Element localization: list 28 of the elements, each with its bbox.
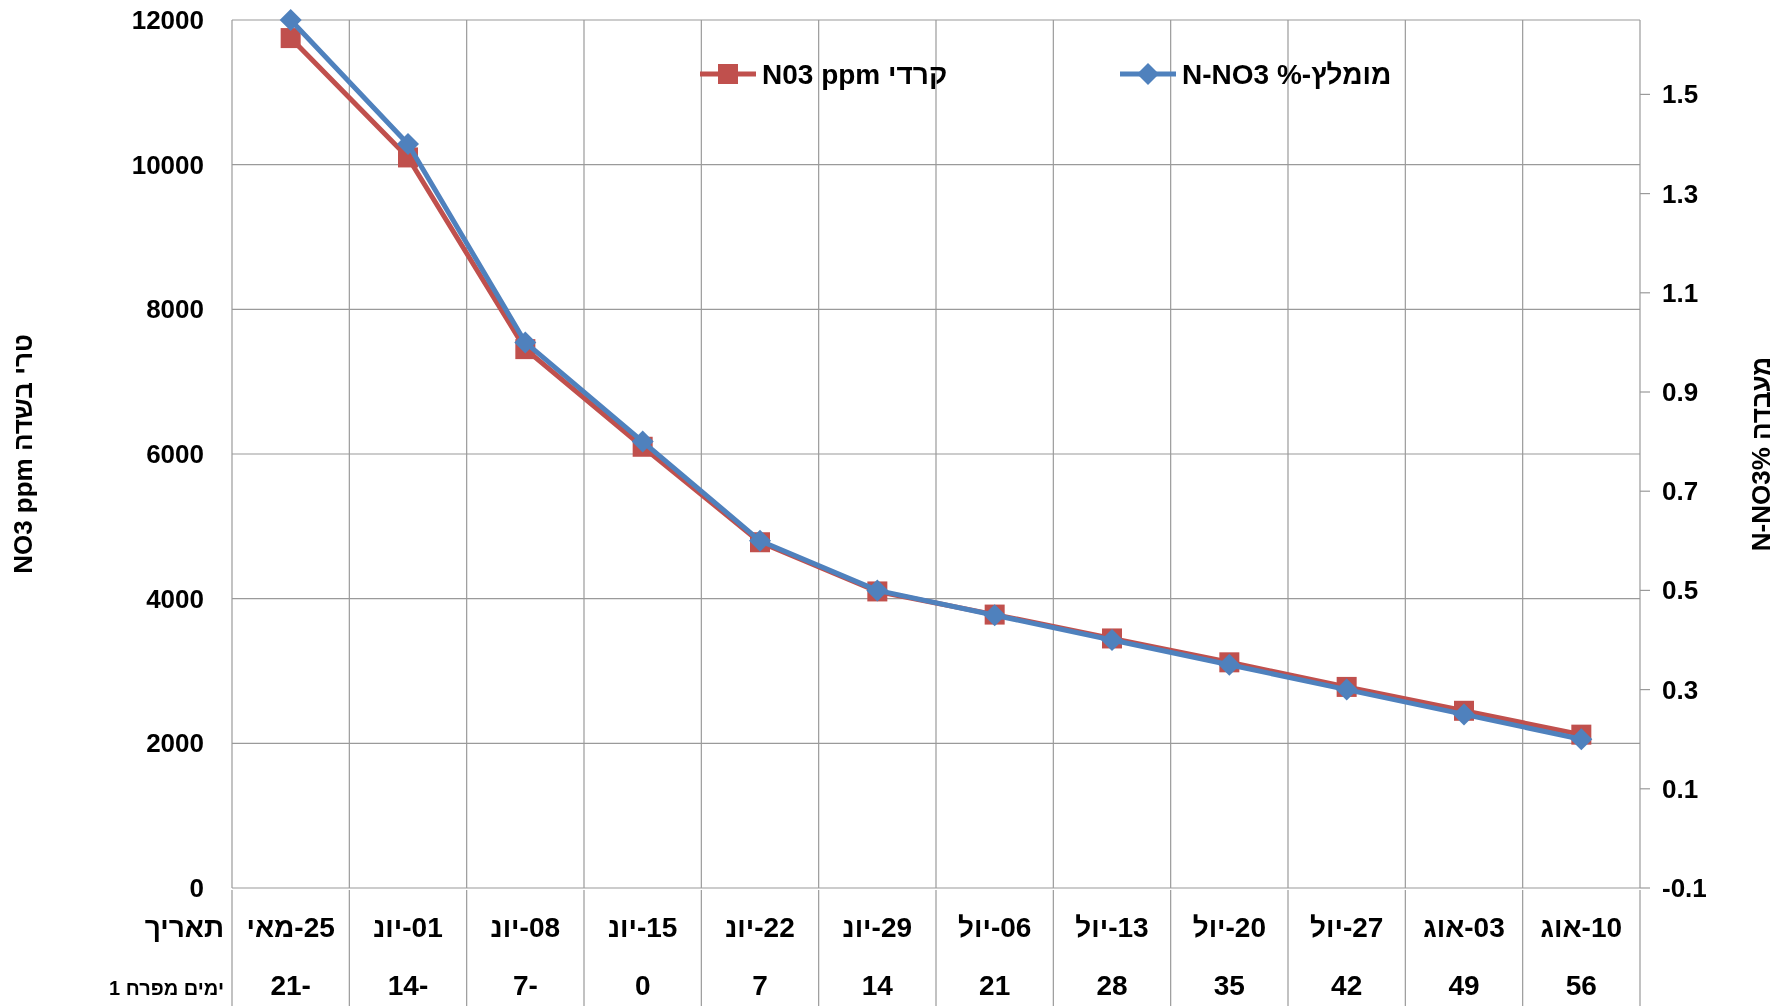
y-tick-label: 10000 [131, 149, 204, 180]
text: תאריך ימים מפרח 1 [109, 912, 224, 999]
y-tick-label: 12000 [131, 5, 204, 35]
y-tick-label: 8000 [146, 294, 204, 325]
point [631, 430, 654, 453]
y2-tick-label: 1.1 [1662, 277, 1699, 308]
y-tick-label: 4000 [146, 583, 204, 614]
point [1453, 703, 1475, 726]
point [280, 28, 301, 49]
y2-tick-label: 0.9 [1662, 377, 1699, 407]
y2-axis-title: מעבדה N-NO3% [1746, 356, 1776, 552]
y2-tick-label: -0.1 [1662, 873, 1707, 903]
y2-tick-label: 0.1 [1662, 773, 1699, 804]
legend-label: מומלץ-% N-NO3 [1182, 59, 1392, 90]
point [1570, 728, 1593, 751]
y-tick-label: 2000 [146, 728, 204, 759]
point [279, 9, 302, 31]
y2-tick-label: 1.3 [1662, 178, 1699, 209]
y-tick-label: 0 [189, 873, 204, 903]
y2-tick-label: 0.5 [1662, 575, 1699, 606]
point [397, 133, 419, 155]
y2-tick-label: 1.5 [1662, 79, 1699, 110]
y2-tick-label: 0.3 [1662, 674, 1699, 705]
legend-label: קרדי N03 ppm [762, 59, 948, 90]
y-axis-title: טרי בשדה NO3 ppm [8, 334, 38, 574]
y-tick-label: 6000 [146, 439, 204, 469]
point [514, 331, 537, 354]
y2-tick-label: 0.7 [1662, 476, 1699, 507]
